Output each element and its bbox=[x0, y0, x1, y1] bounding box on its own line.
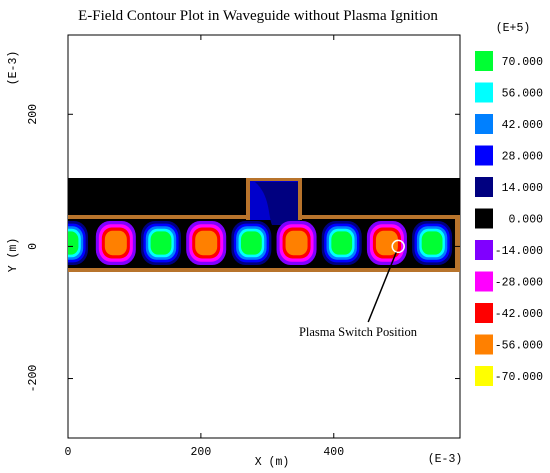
field-contour bbox=[240, 231, 262, 255]
field-contour bbox=[195, 230, 218, 256]
colorbar-label: 0.000 bbox=[508, 214, 543, 227]
colorbar-label: 70.000 bbox=[502, 56, 544, 69]
field-contour bbox=[68, 231, 79, 255]
colorbar-label: -70.000 bbox=[495, 371, 543, 384]
field-maximum-negative bbox=[366, 221, 407, 265]
t-stub-right-wall bbox=[298, 178, 302, 220]
colorbar: 70.000 56.000 42.000 28.000 14.000 0.000 -14.0… bbox=[475, 51, 543, 386]
field-maximum-negative bbox=[95, 221, 136, 265]
waveguide-bottom-wall bbox=[68, 268, 460, 272]
colorbar-swatch bbox=[475, 240, 493, 260]
annotation-layer: Plasma Switch Position bbox=[299, 239, 418, 339]
annotation-label: Plasma Switch Position bbox=[299, 325, 418, 339]
colorbar-swatch bbox=[475, 145, 493, 166]
field-maximum-positive bbox=[321, 221, 362, 265]
colorbar-label: -42.000 bbox=[495, 308, 543, 321]
colorbar-label: 28.000 bbox=[502, 151, 544, 164]
field-maximum-negative bbox=[276, 221, 317, 265]
colorbar-label: 42.000 bbox=[502, 119, 544, 132]
t-stub-field-gradient bbox=[255, 182, 300, 225]
x-axis-label: X (m) bbox=[255, 456, 290, 469]
field-maximum-negative bbox=[186, 221, 227, 265]
colorbar-label: 14.000 bbox=[502, 182, 544, 195]
waveguide-top-wall-left bbox=[68, 215, 248, 219]
x-tick-label: 400 bbox=[323, 446, 344, 459]
waveguide-end-wall bbox=[455, 215, 460, 272]
x-multiplier-label: (E-3) bbox=[428, 453, 463, 466]
colorbar-swatch bbox=[475, 366, 493, 386]
x-tick-label: 200 bbox=[191, 446, 212, 459]
colorbar-swatch bbox=[475, 177, 493, 197]
y-axis-label: Y (m) bbox=[7, 238, 20, 273]
field-contour bbox=[421, 231, 443, 255]
colorbar-label: -56.000 bbox=[495, 340, 543, 353]
plasma-switch-marker bbox=[391, 239, 405, 254]
field-maximum-positive bbox=[412, 221, 453, 265]
y-tick-label: -200 bbox=[27, 365, 40, 393]
field-region bbox=[68, 178, 460, 272]
field-contour bbox=[285, 230, 308, 256]
colorbar-label: -28.000 bbox=[495, 277, 543, 290]
y-tick-label: 200 bbox=[27, 104, 40, 125]
annotation-pointer bbox=[367, 252, 397, 323]
colorbar-swatch bbox=[475, 51, 493, 71]
field-maximum-positive bbox=[141, 221, 182, 265]
colorbar-swatch bbox=[475, 334, 493, 355]
colorbar-swatch bbox=[475, 82, 493, 103]
t-stub-left-wall bbox=[246, 178, 250, 220]
waveguide-top-wall-right bbox=[300, 215, 455, 219]
x-axis: 0 200 400 bbox=[65, 35, 344, 459]
colorbar-swatch bbox=[475, 114, 493, 134]
colorbar-swatch bbox=[475, 303, 493, 323]
x-tick-label: 0 bbox=[65, 446, 72, 459]
y-multiplier-label: (E-3) bbox=[7, 51, 20, 86]
colorbar-multiplier: (E+5) bbox=[496, 22, 531, 35]
field-contour bbox=[150, 231, 172, 255]
y-tick-label: 0 bbox=[27, 243, 40, 250]
colorbar-swatch bbox=[475, 208, 493, 229]
field-maximum-positive bbox=[231, 221, 272, 265]
colorbar-label: -14.000 bbox=[495, 245, 543, 258]
colorbar-label: 56.000 bbox=[502, 88, 544, 101]
colorbar-swatch bbox=[475, 271, 493, 292]
y-axis: -200 0 200 bbox=[27, 104, 460, 393]
field-contour bbox=[104, 230, 127, 256]
t-stub-top-wall bbox=[246, 178, 302, 181]
field-maximum-positive bbox=[68, 221, 88, 265]
chart-title: E-Field Contour Plot in Waveguide withou… bbox=[78, 8, 438, 24]
field-contour bbox=[331, 231, 353, 255]
